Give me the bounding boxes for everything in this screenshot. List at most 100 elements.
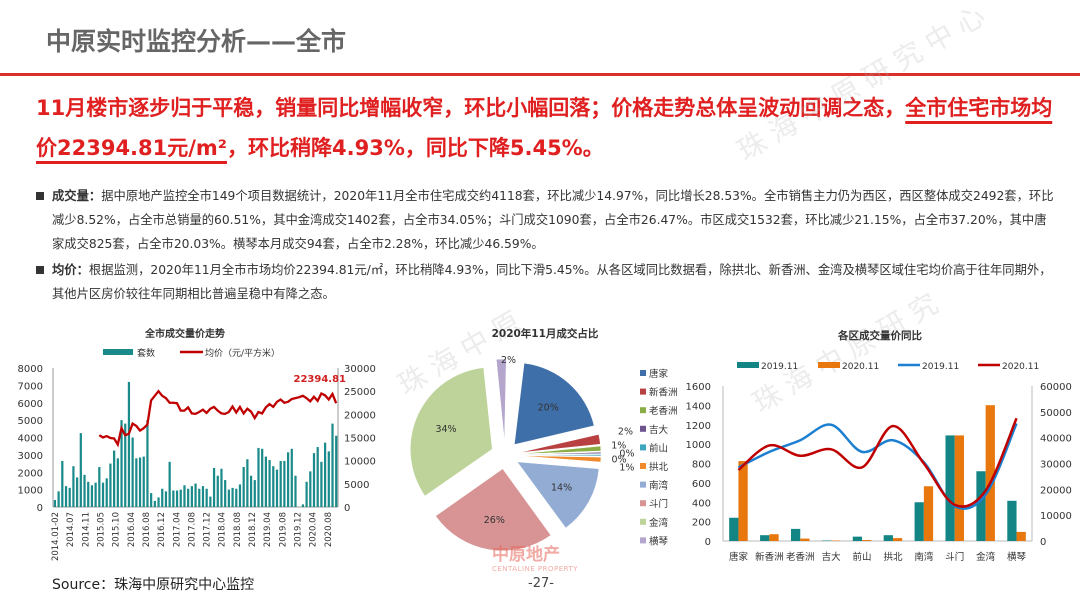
legend-label: 新香洲 xyxy=(649,387,678,399)
chart3-title: 各区成交量价同比 xyxy=(837,329,922,342)
volume-bar xyxy=(212,467,216,507)
pie-label: 2% xyxy=(501,355,516,366)
page-title: 中原实时监控分析——全市 xyxy=(46,27,347,56)
pie-slice-5 xyxy=(518,455,602,463)
pie-slice-4 xyxy=(518,454,602,457)
bar-2019.11 xyxy=(945,435,955,541)
volume-bar xyxy=(198,488,201,507)
volume-bar xyxy=(135,458,138,507)
volume-bar xyxy=(83,474,86,507)
y-left-tick: 0 xyxy=(705,537,711,548)
volume-bar xyxy=(57,491,60,507)
y-left-tick: 400 xyxy=(692,498,711,509)
price-line-2020.11 xyxy=(737,417,1018,508)
x-tick: 2014.01-02 xyxy=(51,512,61,561)
volume-bar xyxy=(161,488,164,507)
y-right-tick: 30000 xyxy=(344,364,376,375)
volume-bar xyxy=(209,496,212,507)
pie-label: 0% xyxy=(619,449,634,460)
legend-volume-label: 套数 xyxy=(137,347,155,359)
bar-2020.11 xyxy=(800,538,810,541)
bar-2020.11 xyxy=(892,538,903,541)
volume-bar xyxy=(309,471,312,507)
x-tick: 吉大 xyxy=(822,551,842,563)
legend-swatch xyxy=(640,481,646,488)
volume-bar xyxy=(261,448,264,507)
legend-swatch xyxy=(640,425,646,432)
price-line-2019.11 xyxy=(737,422,1018,510)
y-right-tick: 15000 xyxy=(344,434,376,445)
volume-bar xyxy=(331,423,334,507)
volume-bar xyxy=(312,453,316,507)
volume-bar xyxy=(61,460,64,507)
headline-part3: ，环比稍降4.93%，同比下降5.45%。 xyxy=(227,136,604,160)
volume-bar xyxy=(220,468,223,507)
y-left-tick: 5000 xyxy=(18,416,43,427)
volume-bar xyxy=(201,486,205,507)
y-left-tick: 200 xyxy=(692,518,711,529)
x-tick: 拱北 xyxy=(883,551,903,563)
legend-label: 2019.11 xyxy=(761,362,798,372)
y-left-tick: 1000 xyxy=(18,486,43,497)
pie-slice-8 xyxy=(410,367,493,497)
volume-bar xyxy=(153,500,156,507)
volume-bar xyxy=(168,461,171,507)
pie-slice-0 xyxy=(514,362,595,445)
legend-label: 南湾 xyxy=(649,480,669,492)
volume-bar xyxy=(216,475,219,507)
volume-bar xyxy=(87,481,90,507)
volume-bar xyxy=(116,458,119,507)
volume-bar xyxy=(305,481,308,507)
bar-2020.11 xyxy=(985,405,995,541)
title-divider xyxy=(0,73,1080,76)
chart2-title: 2020年11月成交占比 xyxy=(492,327,599,340)
y-left-tick: 7000 xyxy=(18,381,43,392)
bar-2019.11 xyxy=(852,536,863,541)
volume-bar xyxy=(224,480,227,507)
y-right-tick: 40000 xyxy=(1040,434,1072,445)
x-tick: 2020.08 xyxy=(324,512,334,547)
bar-2020.11 xyxy=(1016,531,1026,541)
volume-bar xyxy=(79,433,82,507)
volume-bar xyxy=(98,467,101,507)
pie-label: 0% xyxy=(611,454,626,465)
y-left-tick: 8000 xyxy=(18,364,43,375)
bar-2019.11 xyxy=(729,517,739,541)
volume-bar xyxy=(142,456,145,507)
volume-bar xyxy=(253,480,256,507)
y-left-tick: 800 xyxy=(692,460,711,471)
volume-bar xyxy=(172,490,175,507)
volume-bar xyxy=(94,482,97,507)
y-left-tick: 1600 xyxy=(686,382,711,393)
volume-bar xyxy=(105,478,108,507)
x-tick: 南湾 xyxy=(914,551,934,563)
volume-bar xyxy=(53,500,57,507)
bar-2019.11 xyxy=(760,535,770,541)
x-tick: 2018.04 xyxy=(218,512,228,547)
volume-bar xyxy=(131,437,134,507)
x-tick: 2019.08 xyxy=(278,512,288,547)
y-right-tick: 50000 xyxy=(1040,408,1072,419)
x-tick: 2014.11 xyxy=(81,512,91,547)
volume-bar xyxy=(235,488,238,507)
y-right-tick: 5000 xyxy=(344,480,369,491)
y-left-tick: 3000 xyxy=(18,451,43,462)
bullet-label: 均价： xyxy=(52,263,89,277)
bar-2019.11 xyxy=(790,528,801,541)
volume-bar xyxy=(205,488,208,507)
volume-bar xyxy=(68,487,71,507)
pie-label: 1% xyxy=(611,440,626,451)
bar-2020.11 xyxy=(954,435,965,541)
volume-bar xyxy=(320,461,323,507)
volume-bar xyxy=(231,487,234,507)
legend-swatch xyxy=(640,388,646,395)
volume-bar xyxy=(164,491,168,507)
y-right-tick: 20000 xyxy=(1040,485,1072,496)
volume-bar xyxy=(120,420,123,507)
pie-label: 14% xyxy=(551,483,572,494)
volume-bar xyxy=(275,469,279,507)
pie-label: 2% xyxy=(618,426,633,437)
volume-bar xyxy=(138,457,142,507)
volume-bar xyxy=(187,488,190,507)
